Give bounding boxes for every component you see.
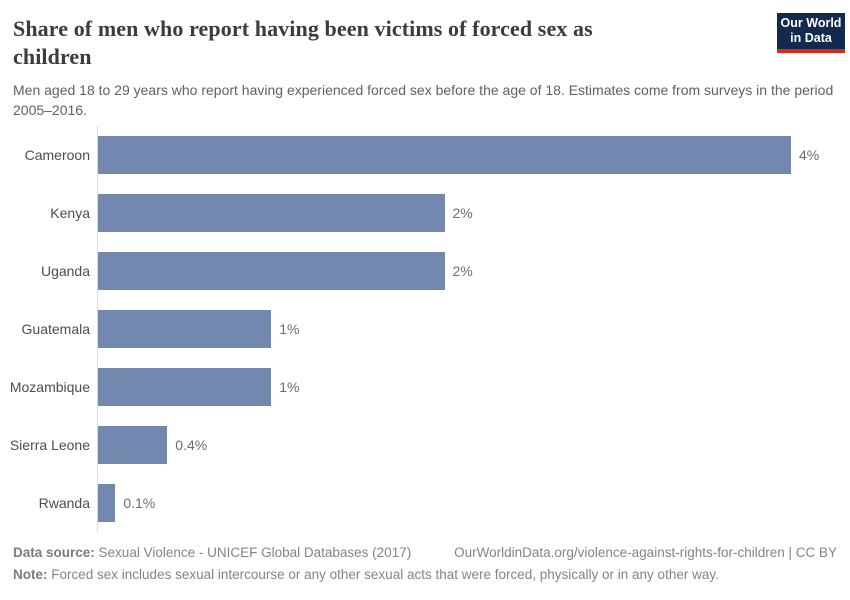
value-label: 4% (799, 147, 820, 163)
chart-footer: Data source: Sexual Violence - UNICEF Gl… (0, 545, 850, 582)
value-label: 0.4% (175, 437, 208, 453)
bar-track: 2% (97, 184, 837, 242)
bar-row: Guatemala 1% (0, 300, 837, 358)
value-label: 1% (279, 321, 300, 337)
bar-track: 0.1% (97, 474, 837, 532)
citation-link[interactable]: OurWorldinData.org/violence-against-righ… (454, 545, 837, 560)
bar-track: 0.4% (97, 416, 837, 474)
chart-header: Share of men who report having been vict… (0, 0, 850, 120)
country-label: Mozambique (9, 379, 90, 395)
data-source-label: Data source: (13, 545, 95, 560)
value-label: 0.1% (123, 495, 156, 511)
bar-kenya[interactable] (98, 194, 445, 232)
owid-logo-line2: in Data (790, 31, 832, 45)
bar-track: 2% (97, 242, 837, 300)
bar-row: Rwanda 0.1% (0, 474, 837, 532)
bar-rwanda[interactable] (98, 484, 116, 522)
country-label: Guatemala (21, 321, 90, 337)
bar-row: Mozambique 1% (0, 358, 837, 416)
value-label: 2% (452, 263, 473, 279)
country-label: Rwanda (38, 495, 90, 511)
bar-track: 4% (97, 126, 837, 184)
bar-track: 1% (97, 300, 837, 358)
owid-logo-line1: Our World (780, 16, 842, 30)
bar-track: 1% (97, 358, 837, 416)
note-label: Note: (13, 567, 48, 582)
value-label: 2% (452, 205, 473, 221)
chart-title: Share of men who report having been vict… (13, 16, 593, 69)
bar-guatemala[interactable] (98, 310, 272, 348)
bar-cameroon[interactable] (98, 136, 791, 174)
bar-row: Sierra Leone 0.4% (0, 416, 837, 474)
country-label: Cameroon (24, 147, 90, 163)
bar-chart-rows: Cameroon 4% Kenya 2% Uganda 2% Guatemala 1% Moza… (0, 126, 837, 532)
value-label: 1% (279, 379, 300, 395)
data-source: Data source: Sexual Violence - UNICEF Gl… (13, 545, 411, 560)
bar-row: Kenya 2% (0, 184, 837, 242)
country-label: Uganda (40, 263, 90, 279)
owid-logo[interactable]: Our World in Data (777, 13, 845, 53)
country-label: Sierra Leone (9, 437, 90, 453)
bar-row: Cameroon 4% (0, 126, 837, 184)
bar-uganda[interactable] (98, 252, 445, 290)
country-label: Kenya (50, 205, 90, 221)
bar-sierra-leone[interactable] (98, 426, 168, 464)
bar-chart: Cameroon 4% Kenya 2% Uganda 2% Guatemala 1% Moza… (0, 126, 850, 532)
data-source-text: Sexual Violence - UNICEF Global Database… (98, 545, 412, 560)
chart-note: Note: Forced sex includes sexual interco… (13, 567, 837, 582)
note-text: Forced sex includes sexual intercourse o… (51, 567, 719, 582)
chart-subtitle: Men aged 18 to 29 years who report havin… (13, 82, 834, 118)
bar-mozambique[interactable] (98, 368, 272, 406)
bar-row: Uganda 2% (0, 242, 837, 300)
